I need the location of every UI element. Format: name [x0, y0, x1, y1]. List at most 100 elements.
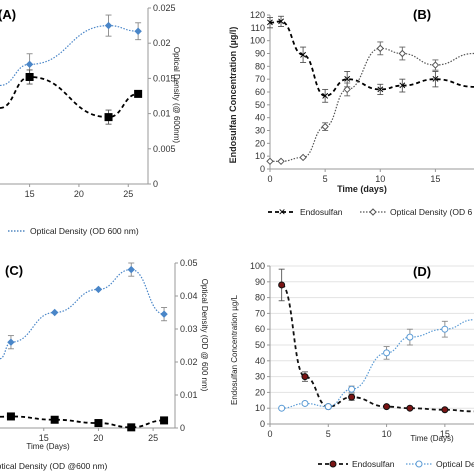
legend-x-marker: ✕: [278, 207, 286, 217]
data-point-square: [25, 72, 34, 81]
data-point-diamond: [7, 338, 15, 346]
panel-a-label: (A): [0, 7, 16, 22]
data-point-circle: [441, 406, 449, 414]
data-point-x-marker: ✕: [321, 91, 329, 102]
data-point-circle: [278, 281, 286, 289]
y-tick-label: 50: [255, 340, 265, 350]
data-point-square: [50, 415, 59, 424]
data-point-square: [160, 416, 169, 425]
x-tick-label: 10: [375, 174, 385, 184]
y-tick-label: 90: [255, 49, 265, 59]
data-point-diamond: [94, 285, 103, 294]
y2-tick-label: 0.04: [180, 291, 198, 301]
legend-diamond-marker: [369, 208, 377, 216]
legend-endosulfan-label: Endosulfan: [300, 207, 343, 217]
data-point-diamond: [277, 157, 285, 166]
panel-b-label: (B): [413, 7, 431, 22]
y2-tick-label: 0.01: [153, 109, 171, 119]
y-tick-label: 30: [255, 126, 265, 136]
y-tick-label: 60: [255, 87, 265, 97]
legend-od-label: Optical Density (OD 6: [390, 207, 472, 217]
x-tick-label: 5: [323, 174, 328, 184]
y-tick-label: 60: [255, 324, 265, 334]
y2-tick-label: 0: [153, 179, 158, 189]
panel-b-legend: ✕ Endosulfan Optical Density (OD 6: [268, 207, 472, 217]
data-point-square: [94, 419, 103, 428]
data-point-circle: [278, 404, 286, 412]
legend-od-marker: [415, 460, 423, 468]
data-point-x-marker: ✕: [266, 18, 274, 29]
data-point-diamond: [343, 85, 351, 94]
x-tick-label: 20: [74, 189, 84, 199]
y-tick-label: 20: [255, 387, 265, 397]
y-tick-label: 120: [250, 10, 265, 20]
x-tick-label: 15: [440, 429, 450, 439]
data-point-square: [104, 113, 113, 122]
panel-d-x-label: Time (Days): [410, 434, 454, 443]
panel-d-plot: 0 5 10 15 0 10 20 30 40 50 60 70 80 90 100: [250, 261, 474, 439]
data-point-x-marker: ✕: [299, 50, 307, 61]
data-point-diamond: [104, 21, 113, 30]
y2-tick-label: 0.015: [153, 73, 176, 83]
y2-tick-label: 0.05: [180, 258, 198, 268]
y-tick-label: 70: [255, 308, 265, 318]
x-tick-label: 25: [148, 433, 158, 443]
data-point-circle: [324, 403, 332, 411]
data-point-diamond: [50, 308, 59, 317]
x-tick-label: 25: [123, 189, 133, 199]
x-tick-label: 5: [326, 429, 331, 439]
data-point-x-marker: ✕: [398, 81, 406, 92]
panel-c-legend: Optical Density (OD @600 nm): [0, 461, 107, 471]
series-line: [270, 47, 474, 162]
series-line: [0, 415, 165, 429]
x-tick-label: 20: [93, 433, 103, 443]
x-tick-label: 0: [267, 174, 272, 184]
data-point-diamond: [376, 44, 384, 53]
data-point-diamond: [431, 61, 440, 69]
y-tick-label: 70: [255, 74, 265, 84]
panel-c-label: (C): [5, 263, 23, 278]
panel-c-x-label: Time (Days): [26, 442, 70, 451]
series-line: [281, 284, 474, 413]
data-point-diamond: [398, 49, 407, 58]
y-tick-label: 100: [250, 261, 265, 271]
data-point-diamond: [127, 265, 135, 274]
legend-od-label: Optical Density (OD 600 nm): [30, 226, 139, 236]
panel-a-y2-label: Optical Density (@ 600nm): [172, 47, 181, 143]
y-tick-label: 20: [255, 138, 265, 148]
data-point-x-marker: ✕: [376, 85, 384, 96]
data-point-diamond: [25, 60, 34, 69]
series-line: [0, 268, 165, 360]
y2-tick-label: 0.005: [153, 144, 176, 154]
y-tick-label: 90: [255, 277, 265, 287]
y-tick-label: 80: [255, 293, 265, 303]
panel-a-plot: 15 20 25 0 0.005 0.01 0.015 0.02 0.025: [0, 3, 176, 199]
y-tick-label: 80: [255, 61, 265, 71]
series-line: [269, 20, 474, 97]
panel-b-x-label: Time (days): [337, 184, 387, 194]
data-point-square: [134, 89, 143, 98]
y-tick-label: 10: [255, 403, 265, 413]
data-point-circle: [348, 385, 356, 393]
data-point-x-marker: ✕: [431, 75, 439, 86]
data-point-square: [6, 412, 15, 421]
legend-od-label: Optical Density (OD @600 nm): [0, 461, 107, 471]
y2-tick-label: 0.025: [153, 3, 176, 13]
data-point-circle: [301, 373, 309, 381]
data-point-circle: [348, 393, 356, 401]
y-tick-label: 100: [250, 36, 265, 46]
y-tick-label: 110: [251, 23, 265, 33]
legend-endosulfan-label: Endosulfan: [352, 459, 395, 469]
y-tick-label: 30: [255, 372, 265, 382]
panel-d-y-label: Endosulfan Concentration µg/L: [230, 294, 239, 405]
panel-d-legend: Endosulfan Optical De: [318, 459, 474, 469]
y-tick-label: 0: [260, 164, 265, 174]
data-point-circle: [383, 403, 391, 411]
data-point-diamond: [134, 27, 142, 35]
data-point-circle: [383, 349, 391, 357]
panel-c-y2-label: Optical Density (OD @ 600 nm): [200, 279, 209, 392]
y2-tick-label: 0.03: [180, 324, 198, 334]
legend-od-label: Optical De: [436, 459, 474, 469]
